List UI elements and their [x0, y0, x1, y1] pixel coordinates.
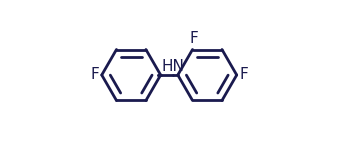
Text: F: F: [190, 31, 199, 46]
Text: F: F: [91, 68, 99, 82]
Text: F: F: [239, 68, 248, 82]
Text: HN: HN: [161, 59, 184, 74]
